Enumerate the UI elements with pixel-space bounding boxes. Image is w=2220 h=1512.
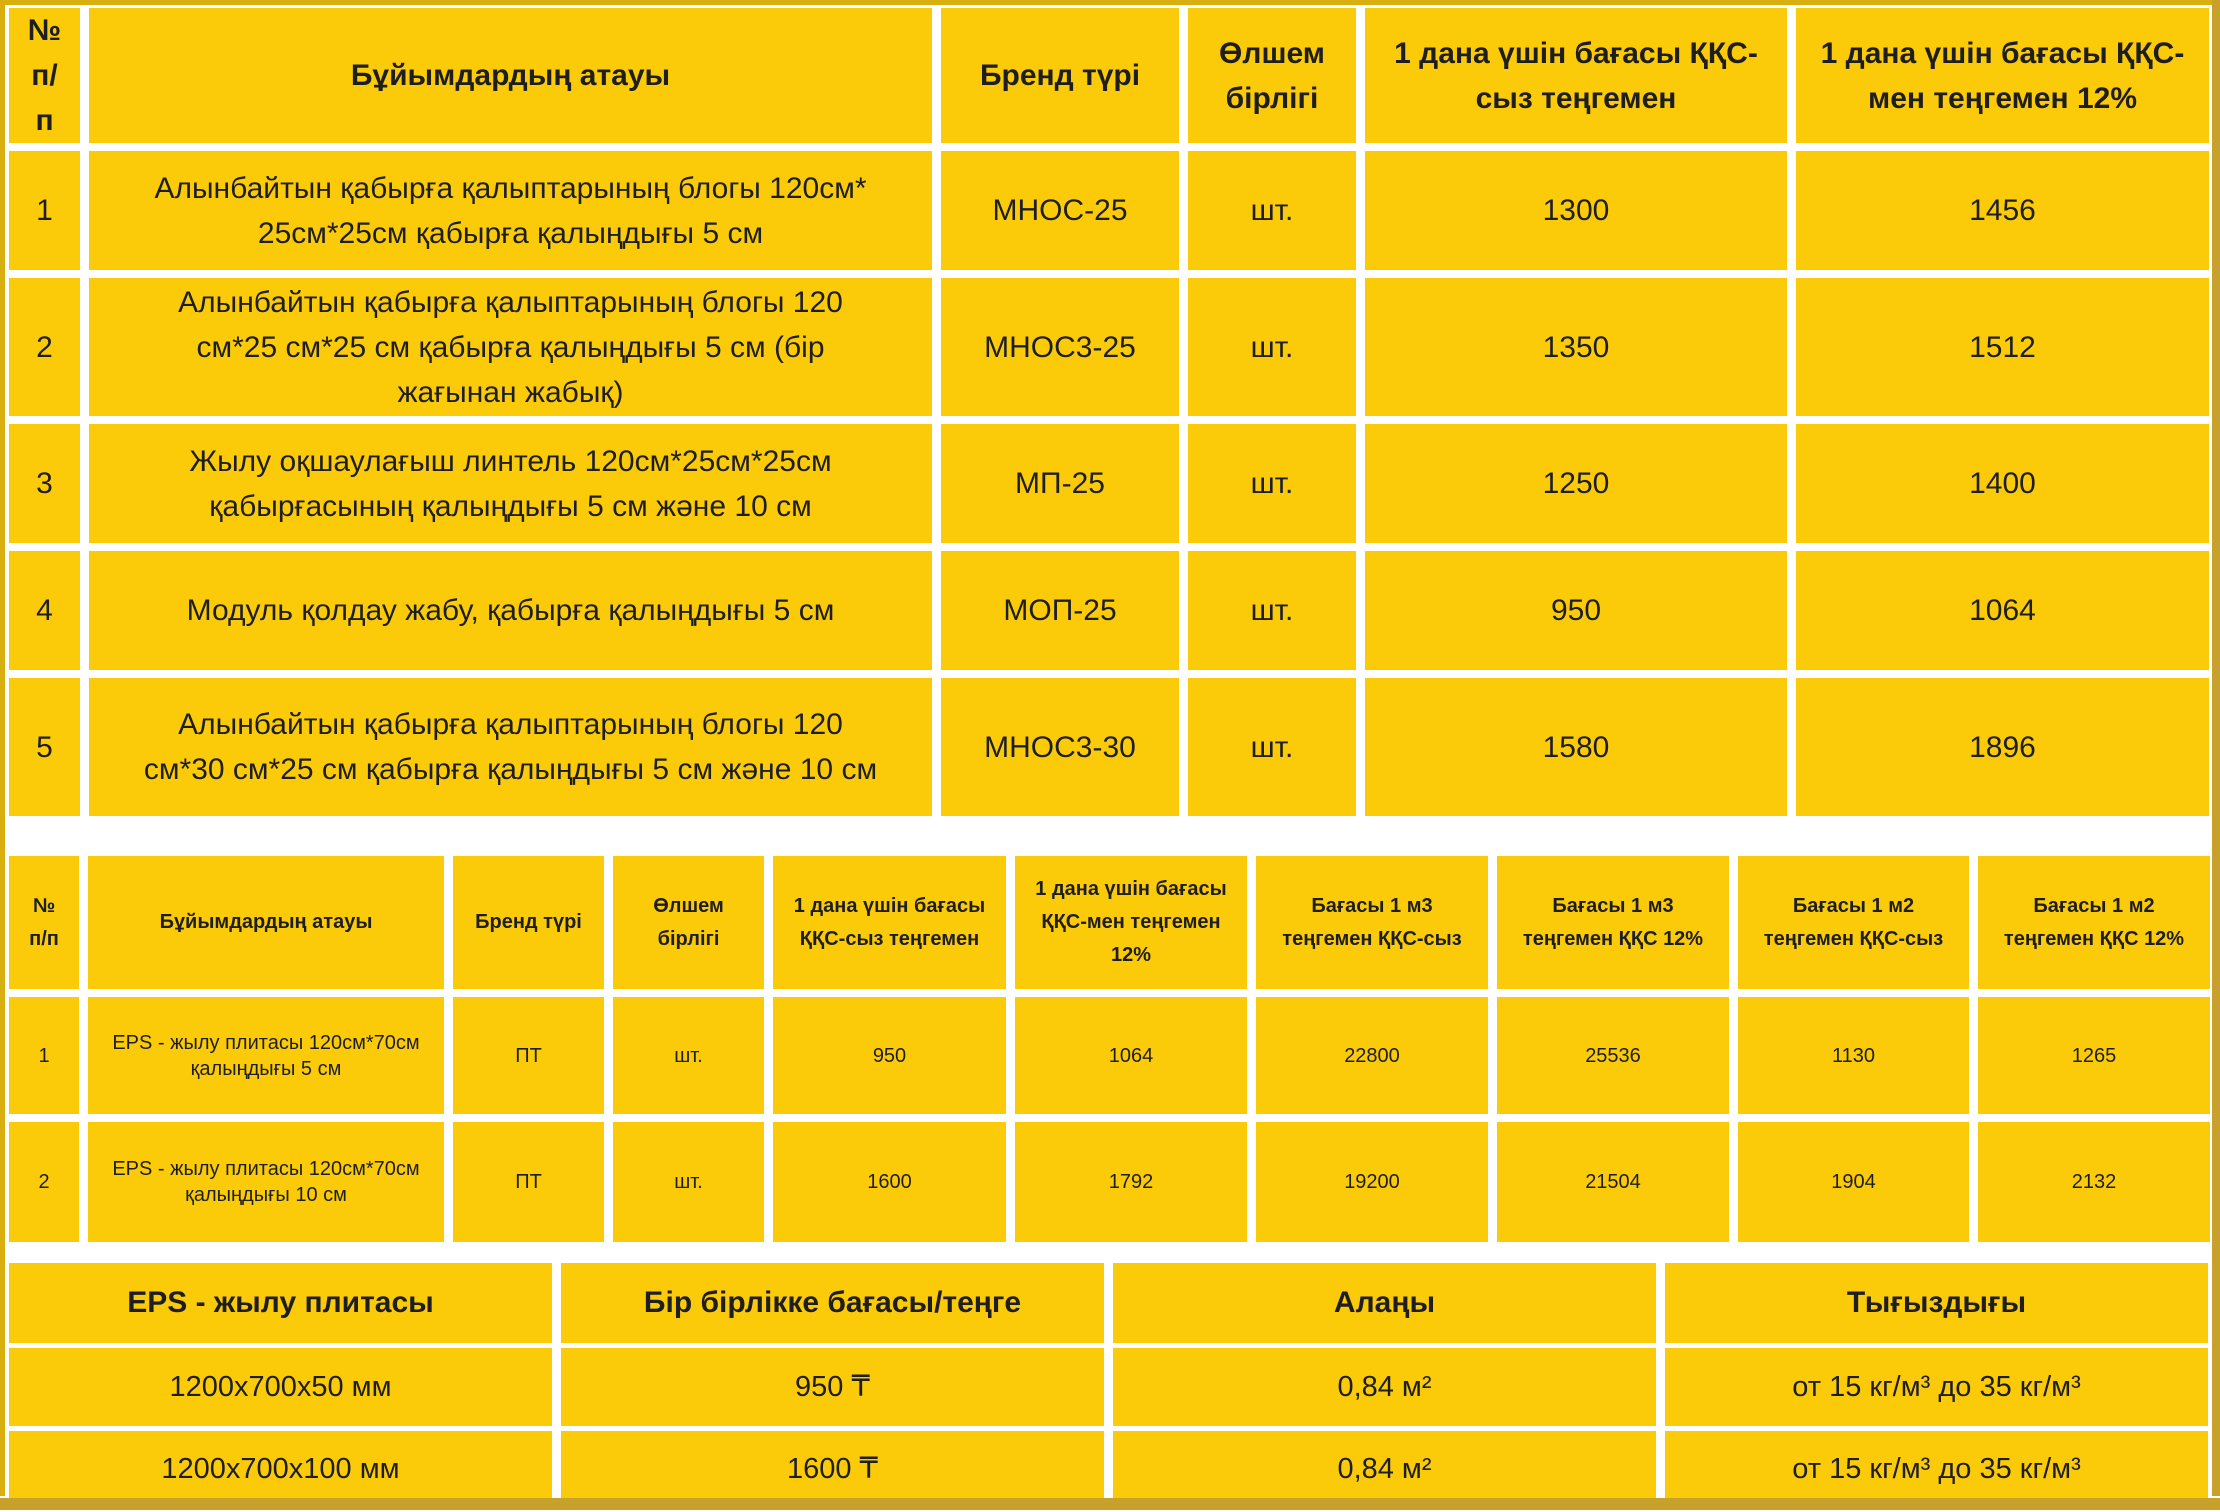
density-cell: от 15 кг/м³ до 35 кг/м³ (1665, 1431, 2208, 1507)
price-no-vat-cell: 1350 (1365, 278, 1787, 416)
brand-cell: МНОС3-30 (941, 678, 1179, 816)
price-no-vat-cell: 950 (773, 997, 1006, 1114)
area-cell: 0,84 м² (1113, 1348, 1656, 1426)
column-header-eps-plate: EPS - жылу плитасы (9, 1263, 552, 1343)
table-row: 1 EPS - жылу плитасы 120см*70см қалыңдығ… (9, 997, 2210, 1114)
product-name-cell: EPS - жылу плитасы 120см*70см қалыңдығы … (88, 997, 444, 1114)
table-row: 2 Алынбайтын қабырға қалыптарының блогы … (9, 278, 2209, 416)
price-m2-vat-cell: 1265 (1978, 997, 2210, 1114)
price-m2-no-vat-cell: 1130 (1738, 997, 1969, 1114)
eps-plates-price-table: № п/п Бұйымдардың атауы Бренд түрі Өлшем… (0, 848, 2219, 1250)
unit-cell: шт. (613, 1122, 764, 1242)
price-with-vat-cell: 1064 (1015, 997, 1247, 1114)
price-m3-vat-cell: 21504 (1497, 1122, 1729, 1242)
unit-cell: шт. (1188, 424, 1356, 543)
column-header-price-no-vat: 1 дана үшін бағасы ҚҚС-сыз теңгемен (773, 856, 1006, 989)
plate-size-cell: 1200х700х50 мм (9, 1348, 552, 1426)
column-header-number: № п/п (9, 8, 80, 143)
price-with-vat-cell: 1512 (1796, 278, 2209, 416)
price-m3-vat-cell: 25536 (1497, 997, 1729, 1114)
cropped-cell-strip-bottom (0, 1498, 2220, 1510)
table-header-row: EPS - жылу плитасы Бір бірлікке бағасы/т… (9, 1263, 2208, 1343)
cropped-cell-strip-top (0, 0, 2220, 5)
table-row: 1 Алынбайтын қабырға қалыптарының блогы … (9, 151, 2209, 270)
price-m2-no-vat-cell: 1904 (1738, 1122, 1969, 1242)
column-header-price-no-vat: 1 дана үшін бағасы ҚҚС-сыз теңгемен (1365, 8, 1787, 143)
row-number-cell: 1 (9, 151, 80, 270)
price-with-vat-cell: 1400 (1796, 424, 2209, 543)
row-number-cell: 4 (9, 551, 80, 670)
plate-size-cell: 1200х700х100 мм (9, 1431, 552, 1507)
price-with-vat-cell: 1896 (1796, 678, 2209, 816)
price-no-vat-cell: 950 (1365, 551, 1787, 670)
unit-price-cell: 1600 ₸ (561, 1431, 1104, 1507)
column-header-price-m3-no-vat: Бағасы 1 м3 теңгемен ҚҚС-сыз (1256, 856, 1488, 989)
column-header-density: Тығыздығы (1665, 1263, 2208, 1343)
column-header-area: Алаңы (1113, 1263, 1656, 1343)
price-m3-no-vat-cell: 22800 (1256, 997, 1488, 1114)
price-m2-vat-cell: 2132 (1978, 1122, 2210, 1242)
product-name-cell: EPS - жылу плитасы 120см*70см қалыңдығы … (88, 1122, 444, 1242)
row-number-cell: 2 (9, 1122, 79, 1242)
column-header-unit: Өлшем бірлігі (613, 856, 764, 989)
column-header-price-m2-vat: Бағасы 1 м2 теңгемен ҚҚС 12% (1978, 856, 2210, 989)
area-cell: 0,84 м² (1113, 1431, 1656, 1507)
column-header-price-with-vat: 1 дана үшін бағасы ҚҚС-мен теңгемен 12% (1015, 856, 1247, 989)
brand-cell: ПТ (453, 1122, 604, 1242)
unit-cell: шт. (1188, 278, 1356, 416)
product-name-cell: Жылу оқшаулағыш линтель 120см*25см*25см … (89, 424, 932, 543)
row-number-cell: 5 (9, 678, 80, 816)
price-no-vat-cell: 1600 (773, 1122, 1006, 1242)
column-header-brand-type: Бренд түрі (453, 856, 604, 989)
unit-cell: шт. (1188, 151, 1356, 270)
brand-cell: МП-25 (941, 424, 1179, 543)
cropped-cell-strip-right (2212, 0, 2220, 1496)
price-with-vat-cell: 1456 (1796, 151, 2209, 270)
column-header-number: № п/п (9, 856, 79, 989)
table-header-row: № п/п Бұйымдардың атауы Бренд түрі Өлшем… (9, 856, 2210, 989)
product-name-cell: Алынбайтын қабырға қалыптарының блогы 12… (89, 678, 932, 816)
price-no-vat-cell: 1300 (1365, 151, 1787, 270)
table-row: 3 Жылу оқшаулағыш линтель 120см*25см*25с… (9, 424, 2209, 543)
column-header-product-name: Бұйымдардың атауы (88, 856, 444, 989)
product-name-cell: Алынбайтын қабырға қалыптарының блогы 12… (89, 151, 932, 270)
brand-cell: МНОС3-25 (941, 278, 1179, 416)
unit-cell: шт. (1188, 678, 1356, 816)
column-header-price-with-vat: 1 дана үшін бағасы ҚҚС-мен теңгемен 12% (1796, 8, 2209, 143)
column-header-price-m3-vat: Бағасы 1 м3 теңгемен ҚҚС 12% (1497, 856, 1729, 989)
density-cell: от 15 кг/м³ до 35 кг/м³ (1665, 1348, 2208, 1426)
brand-cell: МНОС-25 (941, 151, 1179, 270)
unit-cell: шт. (613, 997, 764, 1114)
column-header-unit: Өлшем бірлігі (1188, 8, 1356, 143)
table-row: 5 Алынбайтын қабырға қалыптарының блогы … (9, 678, 2209, 816)
price-with-vat-cell: 1792 (1015, 1122, 1247, 1242)
row-number-cell: 2 (9, 278, 80, 416)
unit-price-cell: 950 ₸ (561, 1348, 1104, 1426)
column-header-product-name: Бұйымдардың атауы (89, 8, 932, 143)
table-row: 2 EPS - жылу плитасы 120см*70см қалыңдығ… (9, 1122, 2210, 1242)
brand-cell: МОП-25 (941, 551, 1179, 670)
table-row: 4 Модуль қолдау жабу, қабырға қалыңдығы … (9, 551, 2209, 670)
cropped-cell-strip-left (0, 0, 5, 1496)
row-number-cell: 3 (9, 424, 80, 543)
price-no-vat-cell: 1580 (1365, 678, 1787, 816)
price-no-vat-cell: 1250 (1365, 424, 1787, 543)
eps-plate-summary-table: EPS - жылу плитасы Бір бірлікке бағасы/т… (0, 1258, 2217, 1512)
table-row: 1200х700х50 мм 950 ₸ 0,84 м² от 15 кг/м³… (9, 1348, 2208, 1426)
price-with-vat-cell: 1064 (1796, 551, 2209, 670)
product-name-cell: Алынбайтын қабырға қалыптарының блогы 12… (89, 278, 932, 416)
wall-blocks-price-table: № п/п Бұйымдардың атауы Бренд түрі Өлшем… (9, 8, 2209, 816)
column-header-unit-price: Бір бірлікке бағасы/теңге (561, 1263, 1104, 1343)
row-number-cell: 1 (9, 997, 79, 1114)
column-header-price-m2-no-vat: Бағасы 1 м2 теңгемен ҚҚС-сыз (1738, 856, 1969, 989)
table-row: 1200х700х100 мм 1600 ₸ 0,84 м² от 15 кг/… (9, 1431, 2208, 1507)
unit-cell: шт. (1188, 551, 1356, 670)
brand-cell: ПТ (453, 997, 604, 1114)
table-header-row: № п/п Бұйымдардың атауы Бренд түрі Өлшем… (9, 8, 2209, 143)
product-name-cell: Модуль қолдау жабу, қабырға қалыңдығы 5 … (89, 551, 932, 670)
price-m3-no-vat-cell: 19200 (1256, 1122, 1488, 1242)
column-header-brand-type: Бренд түрі (941, 8, 1179, 143)
